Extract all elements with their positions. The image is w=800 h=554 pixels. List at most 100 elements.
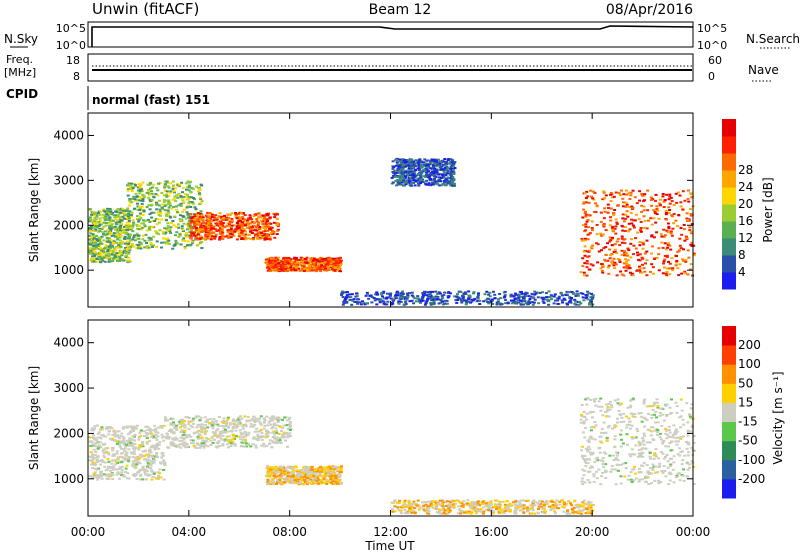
power-panel-frame <box>87 112 694 308</box>
scatter-cell <box>641 241 645 244</box>
scatter-cell <box>130 444 134 447</box>
scatter-cell <box>192 215 196 218</box>
scatter-cell <box>665 274 669 277</box>
colorbar-tick-label: 16 <box>738 214 753 228</box>
scatter-cell <box>197 220 201 223</box>
scatter-cell <box>253 423 257 426</box>
scatter-cell <box>125 457 128 460</box>
scatter-cell <box>655 208 659 211</box>
scatter-cell <box>185 206 189 209</box>
scatter-cell <box>663 266 667 269</box>
colorbar-swatch <box>722 272 736 290</box>
scatter-cell <box>119 234 123 237</box>
scatter-cell <box>89 242 93 245</box>
scatter-cell <box>670 257 674 260</box>
scatter-cell <box>482 300 486 303</box>
scatter-cell <box>588 232 592 235</box>
scatter-cell <box>587 214 591 216</box>
scatter-cell <box>103 461 107 464</box>
scatter-cell <box>113 235 117 238</box>
scatter-cell <box>148 449 152 451</box>
scatter-cell <box>663 234 667 237</box>
scatter-cell <box>448 167 452 170</box>
scatter-cell <box>584 223 588 226</box>
scatter-cell <box>604 259 608 262</box>
scatter-cell <box>193 218 196 221</box>
scatter-cell <box>249 230 253 233</box>
scatter-cell <box>123 213 127 216</box>
scatter-cell <box>101 461 105 464</box>
scatter-cell <box>192 445 196 447</box>
scatter-cell <box>94 225 98 228</box>
scatter-cell <box>157 443 161 446</box>
scatter-cell <box>207 218 211 221</box>
scatter-cell <box>640 256 644 259</box>
scatter-cell <box>261 236 265 239</box>
scatter-cell <box>419 173 423 176</box>
scatter-cell <box>98 460 102 463</box>
scatter-cell <box>449 158 453 161</box>
scatter-cell <box>124 224 128 226</box>
scatter-cell <box>498 302 502 305</box>
scatter-cell <box>219 227 223 230</box>
scatter-cell <box>636 231 640 234</box>
scatter-cell <box>123 450 127 452</box>
scatter-cell <box>404 303 408 305</box>
scatter-cell <box>122 457 126 460</box>
scatter-cell <box>577 303 581 306</box>
scatter-cell <box>585 296 589 299</box>
scatter-cell <box>169 190 173 193</box>
scatter-cell <box>249 227 253 230</box>
scatter-cell <box>634 213 638 216</box>
scatter-cell <box>250 418 254 421</box>
scatter-cell <box>288 416 292 419</box>
scatter-cell <box>132 195 136 198</box>
scatter-cell <box>603 210 607 213</box>
scatter-cell <box>227 435 231 438</box>
scatter-cell <box>401 180 405 182</box>
scatter-cell <box>589 263 593 266</box>
scatter-cell <box>411 170 415 173</box>
scatter-cell <box>584 229 588 232</box>
scatter-cell <box>389 292 393 295</box>
scatter-cell <box>254 444 258 447</box>
scatter-cell <box>196 212 200 214</box>
scatter-cell <box>181 191 184 194</box>
scatter-cell <box>645 274 649 277</box>
scatter-cell <box>689 213 693 216</box>
scatter-cell <box>652 209 655 211</box>
scatter-cell <box>146 465 149 468</box>
scatter-cell <box>269 226 273 229</box>
scatter-cell <box>108 224 112 227</box>
scatter-cell <box>631 207 635 210</box>
scatter-cell <box>445 161 449 163</box>
scatter-cell <box>93 442 97 445</box>
scatter-cell <box>194 227 198 230</box>
scatter-cell <box>179 418 183 421</box>
scatter-cell <box>119 211 123 214</box>
scatter-cell <box>154 218 158 220</box>
scatter-cell <box>163 419 167 422</box>
scatter-cell <box>148 193 152 196</box>
scatter-cell <box>200 184 204 187</box>
scatter-cell <box>241 425 245 428</box>
scatter-cell <box>112 250 116 253</box>
scatter-cell <box>146 474 150 477</box>
scatter-cell <box>178 423 182 426</box>
scatter-cell <box>106 250 110 253</box>
scatter-cell <box>473 297 477 300</box>
scatter-cell <box>119 219 123 222</box>
scatter-cell <box>190 231 193 234</box>
scatter-cell <box>283 262 287 265</box>
scatter-cell <box>556 302 560 305</box>
scatter-cell <box>171 185 175 188</box>
scatter-cell <box>94 237 98 240</box>
scatter-cell <box>402 159 406 162</box>
scatter-cell <box>115 258 119 260</box>
scatter-cell <box>99 253 103 256</box>
scatter-cell <box>138 185 142 187</box>
scatter-cell <box>196 435 200 438</box>
scatter-cell <box>200 428 204 431</box>
scatter-cell <box>196 233 200 236</box>
scatter-cell <box>443 164 447 167</box>
